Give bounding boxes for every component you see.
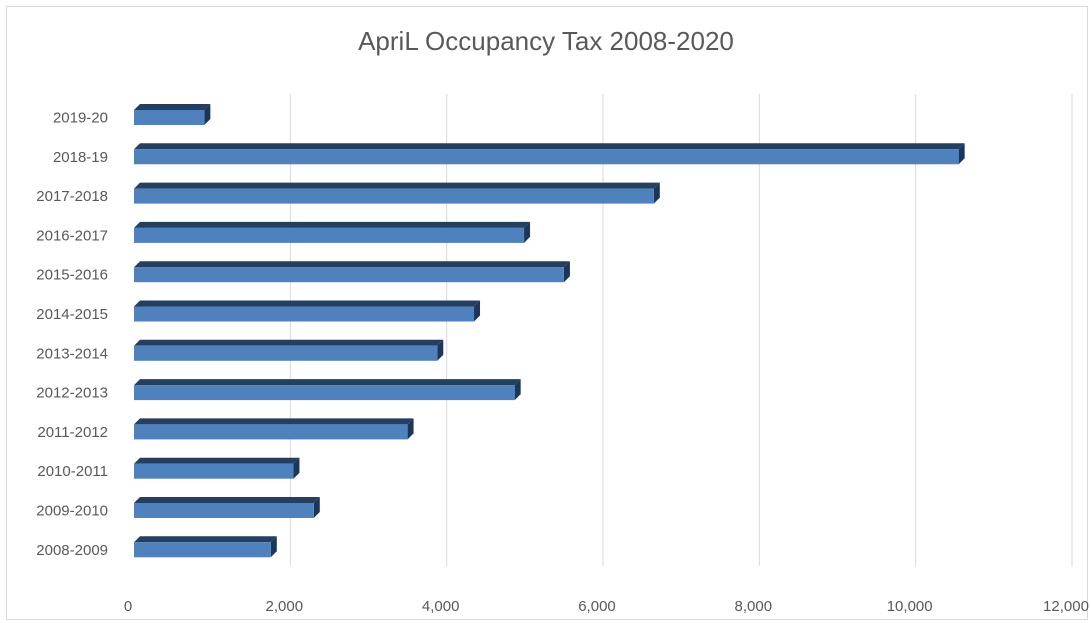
bar-front-face	[134, 542, 271, 558]
category-label: 2019-20	[53, 110, 108, 127]
bar	[134, 104, 211, 125]
category-label: 2008-2009	[36, 542, 108, 559]
category-label: 2015-2016	[36, 267, 108, 284]
category-label: 2009-2010	[36, 503, 108, 520]
category-label: 2014-2015	[36, 306, 108, 323]
bar-top-face	[134, 418, 414, 425]
bar	[134, 221, 531, 243]
bar-side-face	[293, 457, 300, 479]
category-label: 2013-2014	[36, 345, 108, 362]
category-label: 2012-2013	[36, 385, 108, 402]
x-tick-label: 0	[124, 598, 132, 615]
bar-top-face	[134, 379, 521, 386]
x-tick-label: 2,000	[266, 598, 304, 615]
bar	[134, 379, 521, 401]
category-label: 2016-2017	[36, 227, 108, 244]
bar	[134, 497, 320, 518]
bar-top-face	[134, 221, 531, 228]
category-label: 2018-19	[53, 149, 108, 166]
chart-title: ApriL Occupancy Tax 2008-2020	[358, 26, 734, 56]
bar-top-face	[134, 536, 277, 543]
bar-front-face	[134, 503, 314, 518]
bar-side-face	[204, 104, 211, 125]
bar-top-face	[134, 497, 320, 503]
bar	[134, 457, 300, 479]
bar-front-face	[134, 345, 438, 361]
category-label: 2010-2011	[37, 463, 108, 480]
bar-side-face	[653, 182, 660, 204]
bar-front-face	[134, 267, 564, 283]
bar	[134, 418, 414, 440]
bar-front-face	[134, 385, 515, 401]
x-tick-label: 12,000	[1043, 598, 1089, 615]
bar-front-face	[134, 110, 205, 125]
bar-top-face	[134, 182, 660, 189]
bar-top-face	[134, 339, 444, 346]
bar-side-face	[563, 261, 570, 283]
bar	[134, 339, 444, 361]
bar-side-face	[437, 339, 444, 361]
category-label: 2017-2018	[36, 188, 108, 205]
bar	[134, 182, 660, 204]
bar-side-face	[313, 497, 320, 518]
bar-front-face	[134, 188, 654, 204]
bar	[134, 261, 570, 283]
bar	[134, 300, 481, 322]
bar	[134, 536, 277, 558]
bar-front-face	[134, 149, 959, 165]
bar-top-face	[134, 261, 570, 268]
bar-top-face	[134, 143, 965, 150]
bar-front-face	[134, 424, 408, 440]
bar-front-face	[134, 306, 475, 322]
bar-top-face	[134, 300, 481, 307]
bar-top-face	[134, 457, 300, 464]
category-label: 2011-2012	[37, 424, 108, 441]
bar-side-face	[407, 418, 414, 440]
bar-side-face	[514, 379, 521, 401]
bar	[134, 143, 965, 165]
x-tick-label: 10,000	[887, 598, 933, 615]
bars	[134, 104, 965, 558]
bar-front-face	[134, 227, 525, 243]
x-tick-label: 6,000	[578, 598, 616, 615]
bar-side-face	[524, 221, 531, 243]
bar-side-face	[474, 300, 481, 322]
value-axis-labels: 0 2,000 4,000 6,000 8,000 10,000 12,000	[124, 598, 1089, 615]
bar-front-face	[134, 463, 294, 479]
bar-side-face	[270, 536, 277, 558]
gridlines	[289, 94, 1073, 566]
category-axis-labels: 2019-20 2018-19 2017-2018 2016-2017 2015-201…	[36, 110, 108, 559]
x-tick-label: 4,000	[422, 598, 460, 615]
x-tick-label: 8,000	[735, 598, 773, 615]
bar-top-face	[134, 104, 211, 110]
bar-side-face	[958, 143, 965, 165]
